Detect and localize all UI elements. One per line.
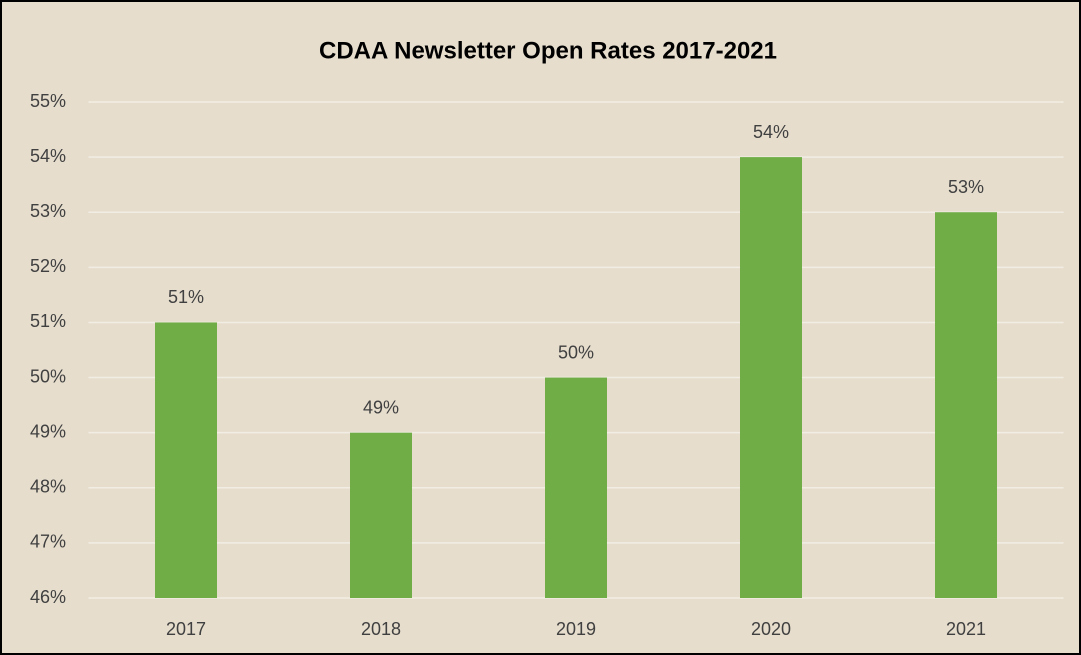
bar [740,157,802,598]
y-tick-label: 52% [30,256,66,276]
x-tick-label: 2018 [361,619,401,639]
x-tick-label: 2020 [751,619,791,639]
bar [545,377,607,598]
data-label: 51% [168,287,204,307]
bar [350,432,412,598]
x-tick-label: 2021 [946,619,986,639]
x-tick-label: 2019 [556,619,596,639]
y-tick-label: 53% [30,201,66,221]
bar [155,322,217,598]
chart-title: CDAA Newsletter Open Rates 2017-2021 [319,37,777,64]
bar [935,212,997,598]
y-tick-label: 51% [30,311,66,331]
y-tick-label: 55% [30,91,66,111]
data-label: 54% [753,122,789,142]
x-tick-label: 2017 [166,619,206,639]
y-tick-label: 47% [30,532,66,552]
y-tick-label: 54% [30,146,66,166]
y-tick-label: 48% [30,477,66,497]
y-tick-label: 50% [30,366,66,386]
y-tick-label: 49% [30,421,66,441]
data-label: 50% [558,342,594,362]
data-label: 49% [363,397,399,417]
data-label: 53% [948,177,984,197]
y-tick-label: 46% [30,587,66,607]
